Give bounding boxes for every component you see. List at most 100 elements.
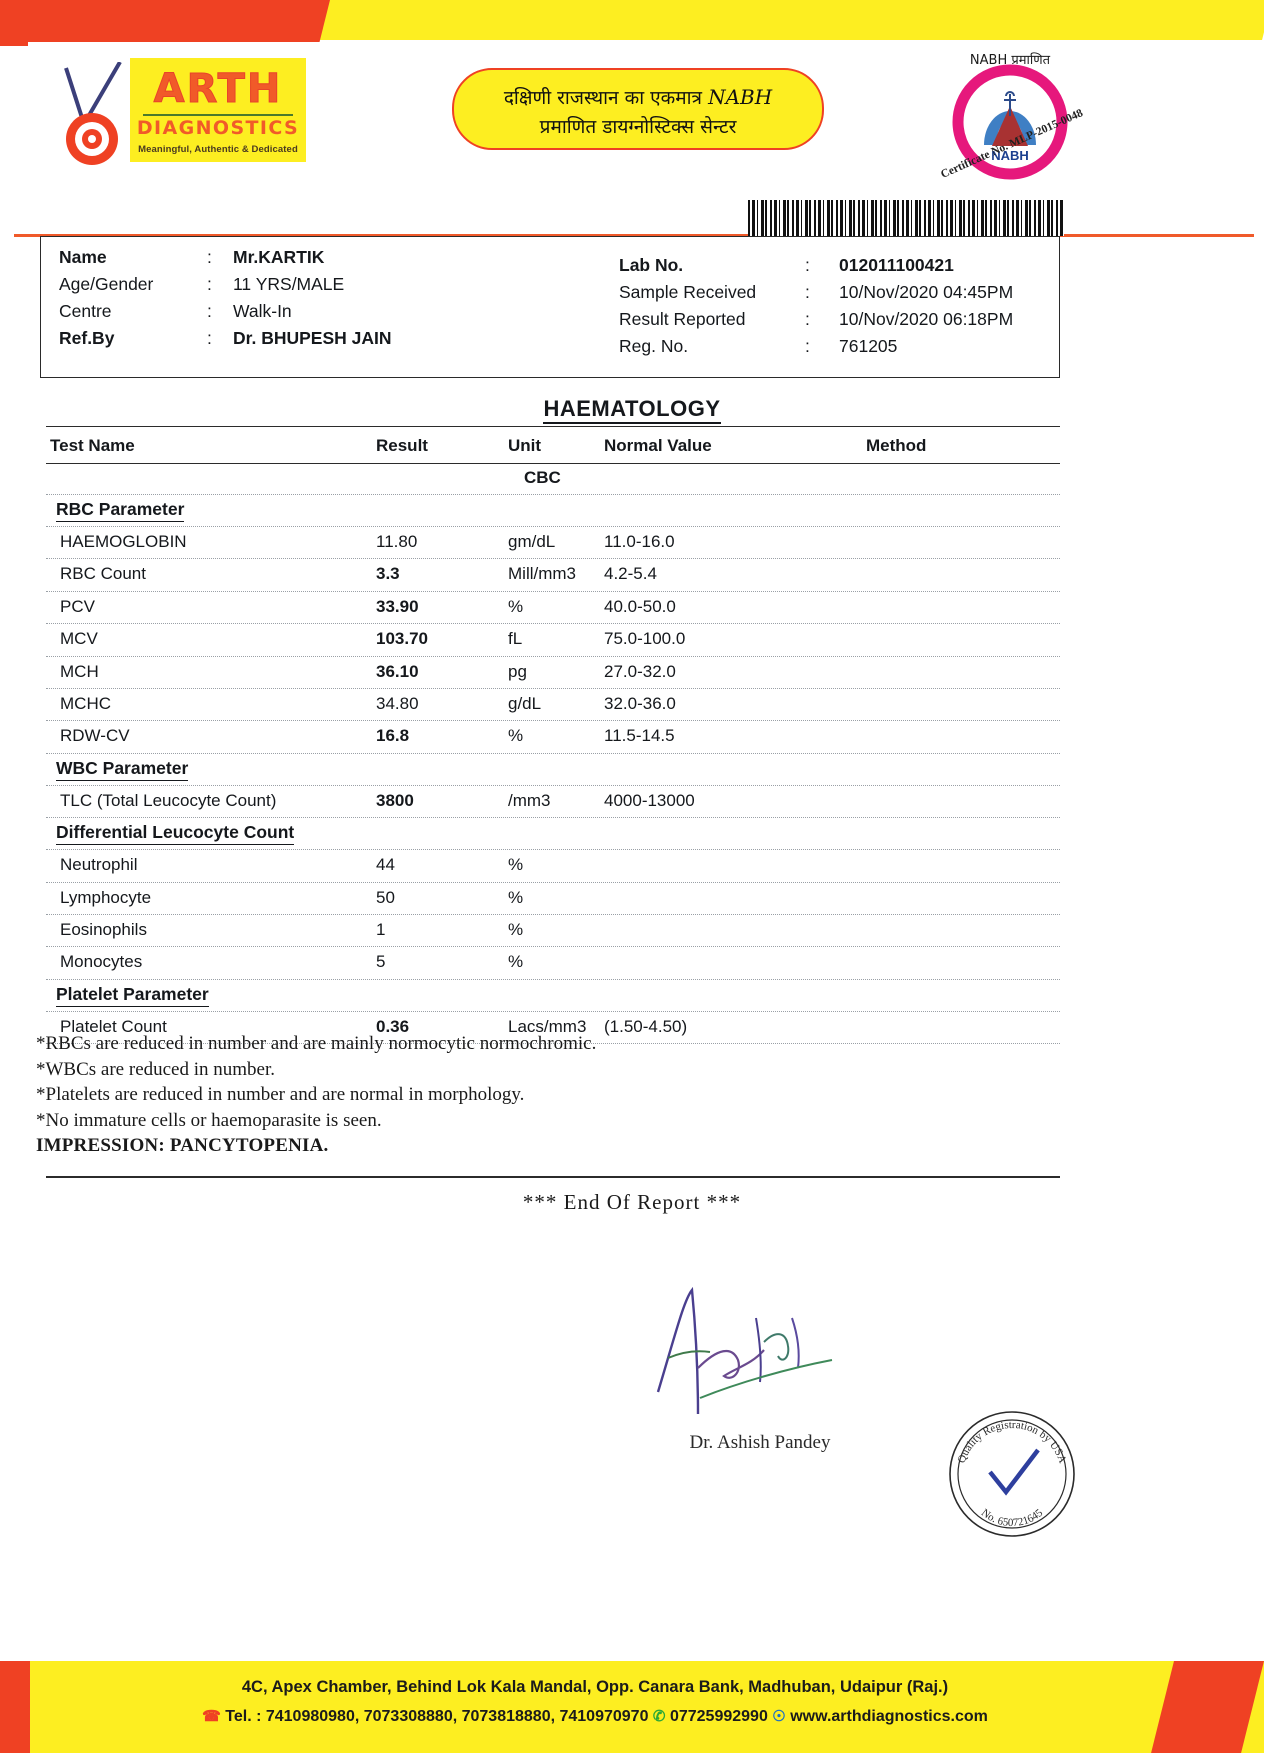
row-test-name: Neutrophil [60, 855, 138, 875]
remark-line: *RBCs are reduced in number and are main… [36, 1033, 597, 1054]
table-row: MCHC 34.80 g/dL 32.0-36.0 [46, 689, 1060, 722]
group-header: Platelet Parameter [46, 980, 1060, 1012]
end-divider [46, 1176, 1060, 1178]
colon: : [805, 309, 810, 329]
patient-refby-label: Ref.By [59, 328, 115, 348]
footer-tel-numbers: 7410980980, 7073308880, 7073818880, 7410… [265, 1708, 649, 1725]
report-footer: 4C, Apex Chamber, Behind Lok Kala Mandal… [0, 1661, 1264, 1753]
row-unit: % [508, 919, 524, 939]
nabh-italic-text: NABH [708, 85, 773, 109]
table-body: RBC Parameter HAEMOGLOBIN 11.80 gm/dL 11.0-1… [46, 495, 1060, 1045]
colon: : [207, 301, 212, 321]
row-result: 5 [376, 952, 386, 972]
red-band [0, 0, 330, 42]
row-result: 16.8 [376, 726, 410, 746]
group-header: RBC Parameter [46, 495, 1060, 527]
results-table: Test Name Result Unit Normal Value Metho… [46, 426, 1060, 1045]
table-row: MCV 103.70 fL 75.0-100.0 [46, 624, 1060, 657]
row-result: 0.36 [376, 1016, 410, 1036]
row-result: 36.10 [376, 661, 419, 681]
header-divider [14, 234, 1254, 237]
colon: : [207, 274, 212, 294]
logo-tagline: Meaningful, Authentic & Dedicated [138, 144, 298, 155]
panel-title-row: CBC [46, 464, 1060, 495]
lab-details: Lab No. : 012011100421 Sample Received :… [619, 255, 1049, 363]
sample-received-value: 10/Nov/2020 04:45PM [839, 282, 1014, 302]
doctor-signature [656, 1286, 833, 1415]
logo-divider [143, 114, 293, 116]
row-test-name: TLC (Total Leucocyte Count) [60, 790, 277, 810]
group-header-label: RBC Parameter [56, 499, 185, 522]
lab-number-row: Lab No. : 012011100421 [619, 255, 1049, 282]
phone-icon: ☎ [202, 1708, 221, 1725]
arth-logo: ARTH DIAGNOSTICS Meaningful, Authentic &… [62, 56, 332, 166]
remark-line: *WBCs are reduced in number. [36, 1058, 276, 1080]
row-test-name: MCH [60, 661, 99, 681]
row-result: 3.3 [376, 564, 400, 584]
row-unit: % [508, 596, 524, 616]
table-row: RBC Count 3.3 Mill/mm3 4.2-5.4 [46, 559, 1060, 592]
row-test-name: Eosinophils [60, 919, 147, 939]
lab-number-value: 012011100421 [839, 255, 954, 275]
table-row: Platelet Count 0.36 Lacs/mm3 (1.50-4.50) [46, 1012, 1060, 1045]
panel-title-text: CBC [524, 468, 561, 487]
row-normal-value: 32.0-36.0 [604, 693, 676, 713]
footer-contact-line: ☎ Tel. : 7410980980, 7073308880, 7073818… [0, 1707, 1190, 1726]
row-test-name: Lymphocyte [60, 887, 152, 907]
group-header-label: Differential Leucocyte Count [56, 822, 295, 846]
top-color-bands [0, 0, 1264, 46]
row-test-name: RBC Count [60, 564, 146, 584]
row-test-name: Monocytes [60, 952, 143, 972]
row-unit: % [508, 952, 524, 972]
section-title-text: HAEMATOLOGY [543, 396, 721, 424]
row-test-name: Platelet Count [60, 1016, 167, 1036]
result-reported-value: 10/Nov/2020 06:18PM [839, 309, 1014, 329]
column-header-unit: Unit [508, 436, 542, 455]
reg-number-row: Reg. No. : 761205 [619, 336, 1049, 363]
table-header-row: Test Name Result Unit Normal Value Metho… [46, 426, 1060, 464]
row-test-name: PCV [60, 596, 95, 616]
row-result: 50 [376, 887, 395, 907]
table-row: Eosinophils 1% [46, 915, 1060, 948]
table-row: RDW-CV 16.8% 11.5-14.5 [46, 721, 1060, 754]
row-normal-value: 4000-13000 [604, 790, 695, 810]
table-row: Lymphocyte 50% [46, 883, 1060, 915]
hindi-tagline-line1: दक्षिणी राजस्थान का एकमात्र NABH [454, 82, 822, 113]
row-result: 34.80 [376, 693, 419, 713]
sample-received-row: Sample Received : 10/Nov/2020 04:45PM [619, 282, 1049, 309]
patient-info-box: Name : Mr.KARTIK Age/Gender : 11 YRS/MAL… [40, 236, 1060, 378]
footer-website[interactable]: www.arthdiagnostics.com [790, 1708, 988, 1725]
globe-icon: ☉ [772, 1708, 786, 1725]
hindi-tagline-line2: प्रमाणित डायग्नोस्टिक्स सेन्टर [539, 115, 737, 138]
patient-name-row: Name : Mr.KARTIK [59, 247, 579, 274]
remark-line: *No immature cells or haemoparasite is s… [36, 1109, 382, 1131]
row-normal-value: 40.0-50.0 [604, 596, 676, 616]
report-header: ARTH DIAGNOSTICS Meaningful, Authentic &… [0, 46, 1264, 237]
colon: : [805, 255, 810, 275]
row-unit: % [508, 887, 524, 907]
column-header-method: Method [866, 436, 927, 455]
hindi-tagline-pill: दक्षिणी राजस्थान का एकमात्र NABH प्रमाणि… [452, 68, 824, 150]
reg-number-label: Reg. No. [619, 336, 689, 356]
colon: : [207, 247, 212, 267]
svg-text:NABH: NABH [991, 148, 1029, 163]
sample-received-label: Sample Received [619, 282, 757, 302]
remark-lines: *RBCs are reduced in number and are main… [36, 1031, 1036, 1133]
patient-centre-row: Centre : Walk-In [59, 301, 579, 328]
footer-whatsapp: 07725992990 [669, 1708, 768, 1725]
row-result: 44 [376, 855, 395, 875]
row-test-name: MCHC [60, 693, 111, 713]
row-result: 3800 [376, 790, 414, 810]
row-normal-value: 11.5-14.5 [604, 726, 675, 746]
row-test-name: HAEMOGLOBIN [60, 532, 187, 551]
hindi-line1-text: दक्षिणी राजस्थान का एकमात्र [503, 87, 703, 109]
row-normal-value: 11.0-16.0 [604, 532, 675, 551]
patient-age-row: Age/Gender : 11 YRS/MALE [59, 274, 579, 301]
doctor-name: Dr. Ashish Pandey [689, 1432, 831, 1453]
row-normal-value: 75.0-100.0 [604, 629, 686, 649]
column-header-normal: Normal Value [604, 436, 712, 455]
result-reported-label: Result Reported [619, 309, 746, 329]
patient-age-label: Age/Gender [59, 274, 154, 294]
table-row: MCH 36.10 pg 27.0-32.0 [46, 657, 1060, 689]
row-normal-value: 27.0-32.0 [604, 661, 676, 681]
